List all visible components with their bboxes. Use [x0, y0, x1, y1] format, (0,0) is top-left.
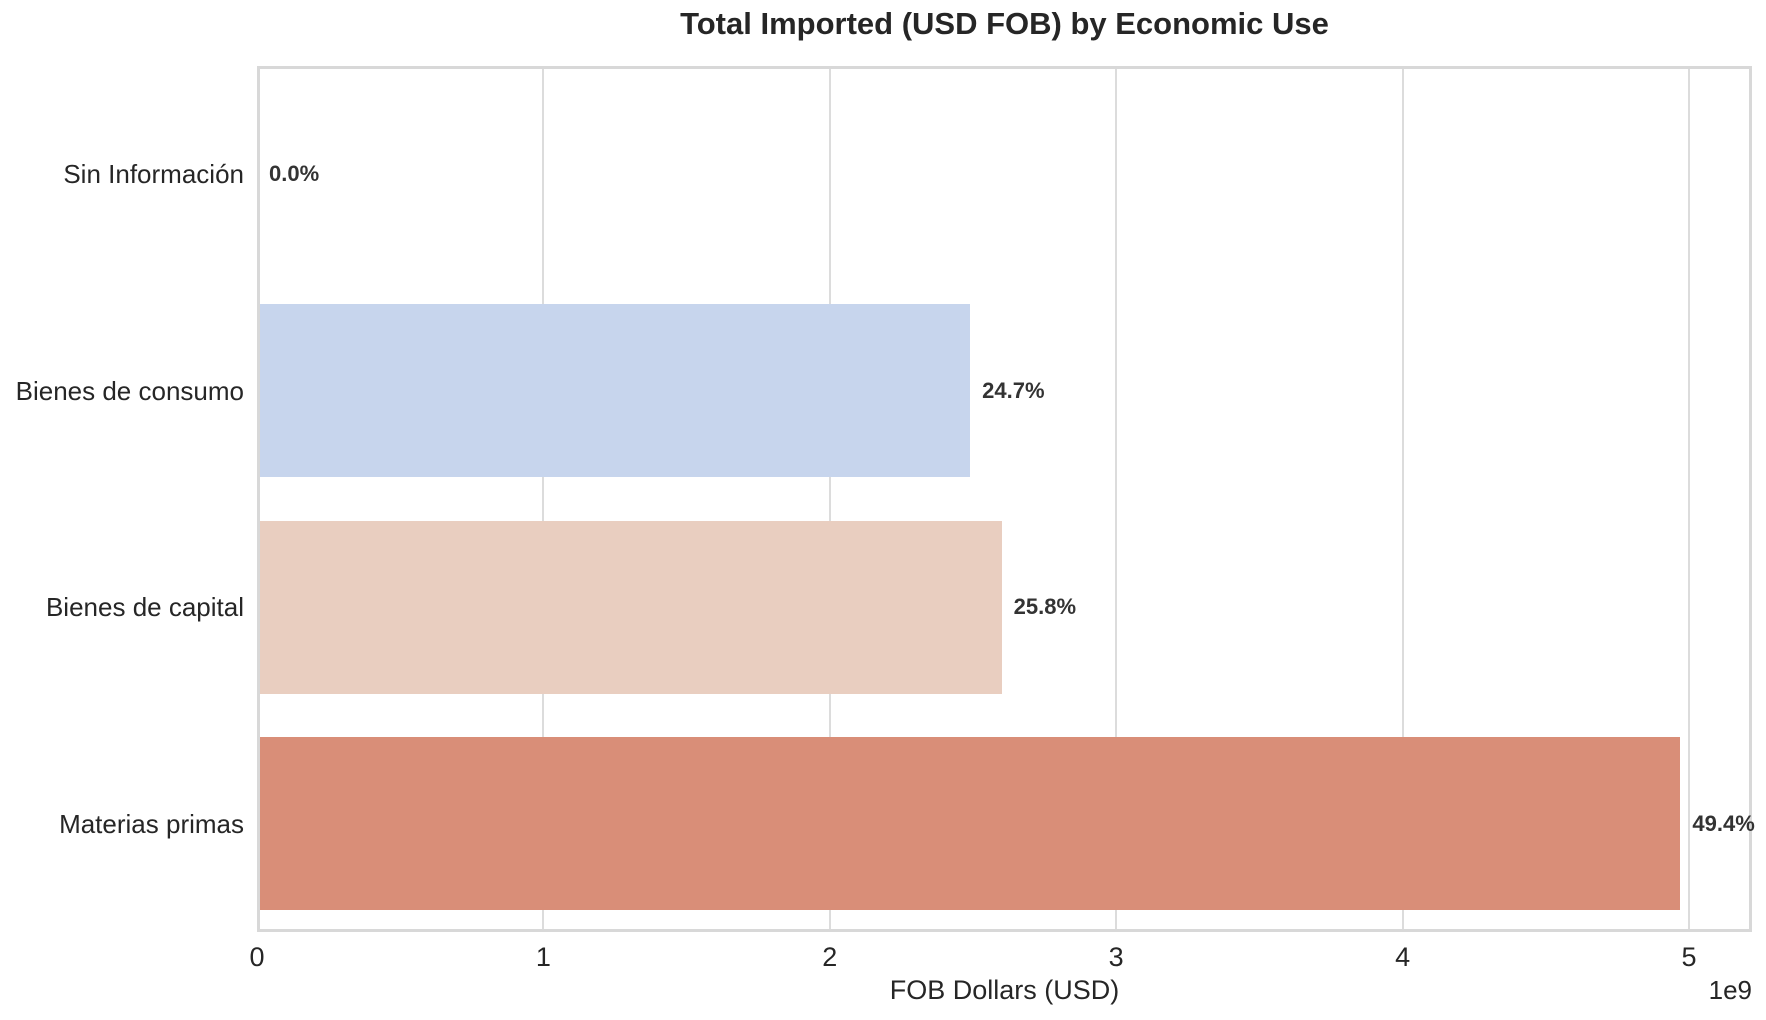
x-tick-label: 1 — [535, 942, 551, 972]
gridline-x-2 — [828, 66, 831, 932]
bar — [257, 737, 1681, 911]
category-label: Bienes de consumo — [15, 375, 244, 406]
category-label: Bienes de capital — [45, 592, 244, 623]
bar — [257, 520, 1002, 694]
percent-label: 0.0% — [269, 161, 320, 187]
category-label: Sin Información — [63, 159, 244, 190]
percent-label: 49.4% — [1692, 810, 1755, 836]
x-tick-label: 5 — [1681, 942, 1697, 972]
percent-label: 25.8% — [1013, 594, 1077, 620]
gridline-x-4 — [1401, 66, 1404, 932]
category-label: Materias primas — [59, 808, 244, 839]
percent-label: 24.7% — [982, 377, 1045, 403]
gridline-x-3 — [1115, 66, 1118, 932]
x-axis-label: FOB Dollars (USD) — [889, 975, 1120, 1005]
x-tick-label: 3 — [1108, 942, 1124, 972]
plot-area: 0.0% 24.7% 25.8% 49.4% — [257, 66, 1755, 932]
x-axis-offset-label: 1e9 — [1708, 975, 1752, 1005]
x-tick-label: 4 — [1395, 942, 1411, 972]
gridline-x-5 — [1687, 66, 1690, 932]
x-tick-label: 2 — [822, 942, 838, 972]
x-tick-label: 0 — [249, 942, 265, 972]
bar — [257, 304, 971, 478]
gridline-x-1 — [542, 66, 545, 932]
chart-title: Total Imported (USD FOB) by Economic Use — [680, 6, 1329, 41]
